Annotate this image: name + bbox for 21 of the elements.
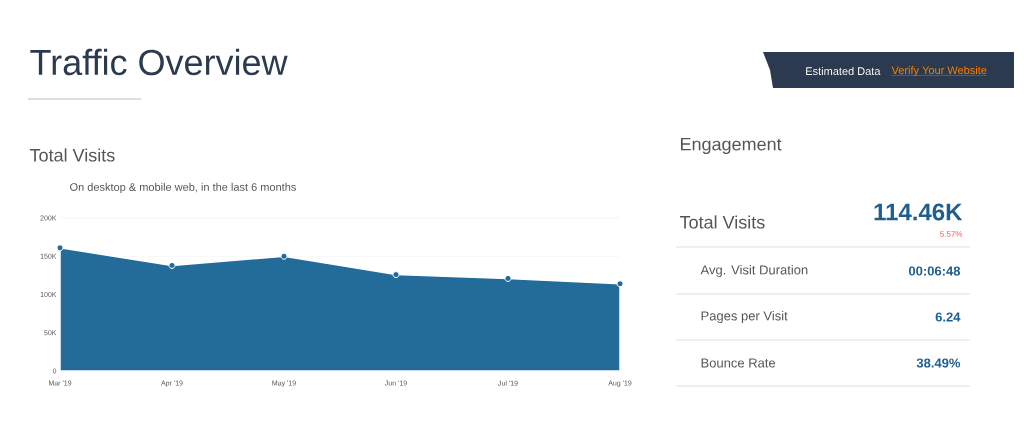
point [280,252,288,260]
chart-title: Total Visits [29,148,115,162]
text: Total Visits [679,215,765,229]
text: 00:06:48 [908,266,961,276]
point [168,261,176,269]
text: 38.49% [916,358,961,368]
text: 5.57% [940,231,963,237]
point [56,244,64,252]
text: 6.24 [935,312,961,322]
text: Bounce Rate [701,358,776,368]
text: Pages per Visit [701,310,788,324]
point [616,280,624,288]
text: Avg. Visit Duration [700,264,808,278]
text: Engagement [681,137,782,155]
chart-subtitle: On desktop & mobile web, in the last 6 months [70,182,296,194]
point [504,274,512,282]
text: 114.46K [874,203,963,221]
text: Traffic Overview [30,48,288,76]
text: Estimated Data [806,66,881,76]
text: Verify Your Website [891,66,987,77]
point [392,271,400,279]
